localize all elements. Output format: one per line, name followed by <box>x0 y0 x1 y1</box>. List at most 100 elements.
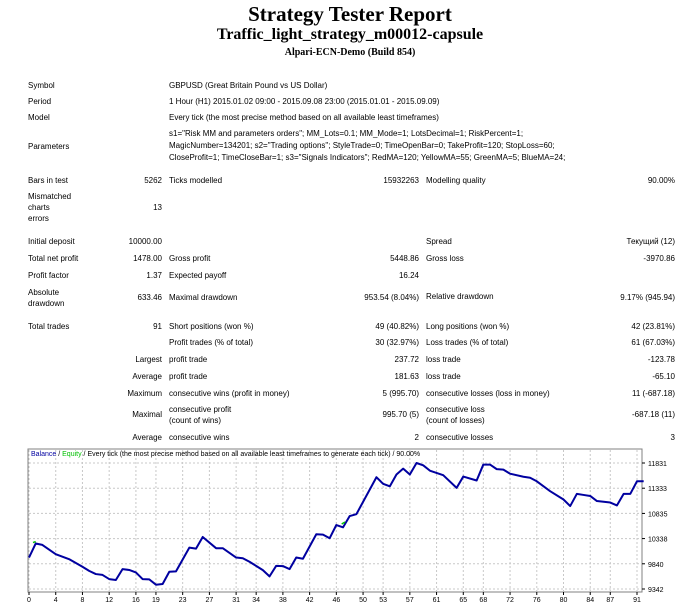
value: 1478.00 <box>133 254 162 263</box>
x-tick-label: 38 <box>279 597 287 604</box>
label: Profit trades (% of total) <box>169 338 254 347</box>
label: loss trade <box>426 372 461 381</box>
y-tick-label: 9840 <box>648 562 664 569</box>
value: CloseProfit=1; TimeCloseBar=1; s3="Signa… <box>169 153 566 162</box>
x-tick-label: 65 <box>459 597 467 604</box>
value: 11 (-687.18) <box>632 389 675 398</box>
value: 90.00% <box>647 176 675 185</box>
value: -65.10 <box>652 372 675 381</box>
value: 91 <box>153 322 162 331</box>
label: consecutive wins (profit in money) <box>169 389 290 398</box>
label: Gross profit <box>169 254 211 263</box>
label: Initial deposit <box>28 237 75 246</box>
server-build: Alpari-ECN-Demo (Build 854) <box>284 47 416 58</box>
report-title: Strategy Tester Report <box>248 2 452 26</box>
label: Symbol <box>28 81 55 90</box>
balance-chart: 0 4 8 12 16 19 23 27 31 34 38 42 46 50 53 57 61 65 68 72 76 8… <box>27 448 668 604</box>
label: Average <box>132 433 162 442</box>
x-tick-label: 61 <box>433 597 441 604</box>
value: 9.17% (945.94) <box>620 293 675 302</box>
label: loss trade <box>426 355 461 364</box>
equity-mark <box>341 521 346 525</box>
label: Mismatched <box>28 192 72 201</box>
x-tick-label: 80 <box>560 597 568 604</box>
label: profit trade <box>169 372 208 381</box>
value: 5262 <box>144 176 162 185</box>
x-tick-label: 76 <box>533 597 541 604</box>
value: -123.78 <box>647 355 675 364</box>
x-tick-label: 27 <box>205 597 213 604</box>
legend-description: / Every tick (the most precise method ba… <box>81 451 421 458</box>
label: Parameters <box>28 142 70 151</box>
x-tick-label: 23 <box>179 597 187 604</box>
label: Profit factor <box>28 271 69 280</box>
value: Every tick (the most precise method base… <box>169 113 439 122</box>
label: Average <box>132 372 162 381</box>
value: 237.72 <box>394 355 419 364</box>
label: (count of wins) <box>169 416 222 425</box>
label: Model <box>28 113 50 122</box>
legend-balance: Balance <box>31 451 57 458</box>
label: Maximum <box>127 389 162 398</box>
label: consecutive profit <box>169 405 232 414</box>
label: Relative drawdown <box>426 292 494 301</box>
value: -3970.86 <box>643 254 675 263</box>
label: Bars in test <box>28 176 69 185</box>
value: 995.70 (5) <box>382 410 419 419</box>
x-tick-label: 84 <box>586 597 594 604</box>
label: Maximal <box>132 410 162 419</box>
value: GBPUSD (Great Britain Pound vs US Dollar… <box>169 81 328 90</box>
legend-sep: / <box>56 451 63 458</box>
label: Total net profit <box>28 254 79 263</box>
value: s1="Risk MM and parameters orders"; MM_L… <box>169 129 524 138</box>
value: 1.37 <box>146 271 162 280</box>
label: Gross loss <box>426 254 464 263</box>
label: Short positions (won %) <box>169 322 254 331</box>
equity-mark <box>32 540 36 544</box>
label: Largest <box>135 355 162 364</box>
balance-line <box>28 462 644 586</box>
label: Expected payoff <box>169 271 227 280</box>
x-tick-label: 91 <box>633 597 641 604</box>
value: 42 (23.81%) <box>631 322 675 331</box>
x-tick-label: 12 <box>105 597 113 604</box>
x-tick-label: 4 <box>54 597 58 604</box>
x-tick-label: 57 <box>406 597 414 604</box>
label: drawdown <box>28 299 65 308</box>
x-tick-label: 19 <box>152 597 160 604</box>
plot-frame <box>27 448 643 593</box>
label: charts <box>28 203 50 212</box>
label: Loss trades (% of total) <box>426 338 509 347</box>
label: consecutive losses (loss in money) <box>426 389 550 398</box>
x-tick-label: 0 <box>27 597 31 604</box>
value: 953.54 (8.04%) <box>364 293 419 302</box>
value: 61 (67.03%) <box>631 338 675 347</box>
label: Long positions (won %) <box>426 322 510 331</box>
label: (count of losses) <box>426 416 485 425</box>
x-tick-label: 53 <box>379 597 387 604</box>
x-tick-label: 16 <box>132 597 140 604</box>
label: consecutive wins <box>169 433 230 442</box>
label: Spread <box>426 237 452 246</box>
value: -687.18 (11) <box>632 410 675 419</box>
value: 15932263 <box>383 176 419 185</box>
chart-legend: Balance / Equity / Every tick (the most … <box>31 451 420 458</box>
value: 10000.00 <box>128 237 162 246</box>
value: 30 (32.97%) <box>375 338 419 347</box>
y-tick-label: 11333 <box>648 486 667 493</box>
x-tick-label: 31 <box>232 597 240 604</box>
value: 49 (40.82%) <box>375 322 419 331</box>
expert-name: Traffic_light_strategy_m00012-capsule <box>216 26 484 43</box>
value: 16.24 <box>398 271 419 280</box>
value: 181.63 <box>394 372 419 381</box>
legend-equity: Equity <box>62 451 82 458</box>
label: Maximal drawdown <box>169 293 238 302</box>
label: consecutive losses <box>426 433 494 442</box>
value: 5 (995.70) <box>382 389 419 398</box>
label: profit trade <box>169 355 208 364</box>
label: Ticks modelled <box>169 176 223 185</box>
value: MagicNumber=134201; s2="Trading options"… <box>169 141 555 150</box>
value: Текущий (12) <box>626 237 675 246</box>
x-tick-label: 68 <box>479 597 487 604</box>
value: 1 Hour (H1) 2015.01.02 09:00 - 2015.09.0… <box>169 97 440 106</box>
